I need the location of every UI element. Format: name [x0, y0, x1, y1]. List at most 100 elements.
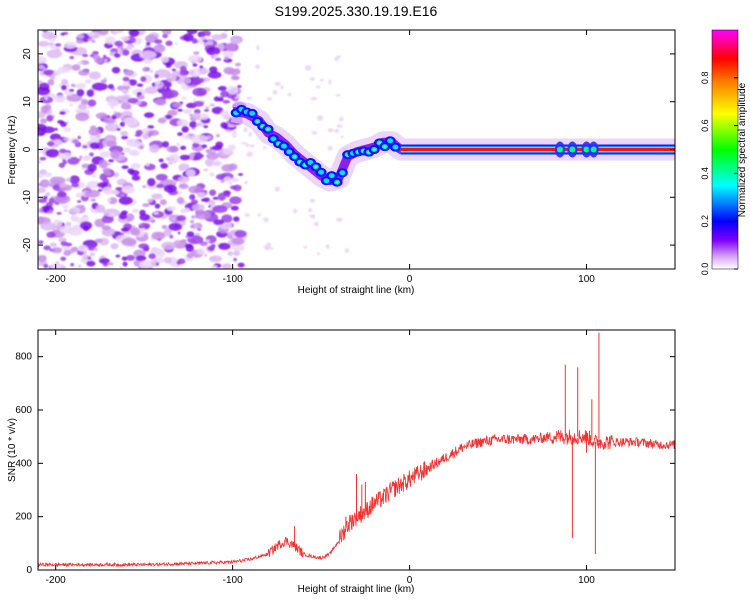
spectrogram-noise-blob: [155, 79, 161, 85]
spectrogram-noise-blob: [235, 62, 241, 67]
spectrogram-x-label: Height of straight line (km): [298, 285, 415, 296]
spectrogram-noise-blob: [274, 186, 281, 192]
spectrogram-noise-blob: [208, 205, 211, 208]
spectrogram-noise-blob: [99, 150, 113, 158]
spectrogram-noise-blob: [46, 49, 63, 59]
spectrogram-noise-blob: [160, 56, 169, 63]
spectrogram-noise-blob: [293, 208, 298, 214]
spectrogram-noise-blob: [227, 144, 236, 151]
spectrogram-noise-blob: [129, 169, 140, 176]
spectrogram-noise-blob: [46, 231, 56, 238]
spectrogram-noise-blob: [231, 130, 238, 134]
spectrogram-noise-blob: [122, 261, 128, 267]
spectrogram-noise-blob: [160, 163, 169, 169]
spectrogram-noise-blob: [48, 197, 56, 204]
spectrogram-noise-blob: [211, 106, 224, 115]
spectrogram-noise-blob: [221, 214, 233, 223]
spectrogram-noise-blob: [171, 68, 176, 72]
spectrogram-noise-blob: [40, 118, 47, 124]
spectrogram-noise-blob: [319, 78, 324, 82]
spectrogram-noise-blob: [153, 44, 166, 53]
spectrogram-noise-blob: [69, 206, 81, 214]
spectrogram-blobs: [38, 30, 350, 269]
spectrogram-noise-blob: [46, 115, 54, 122]
spectrogram-noise-blob: [134, 133, 142, 137]
spectrogram-noise-blob: [213, 54, 219, 59]
spectrogram-noise-blob: [60, 121, 67, 127]
spectrogram-noise-blob: [87, 99, 97, 107]
spectrogram-noise-blob: [76, 82, 86, 89]
spectrogram-noise-blob: [59, 111, 66, 115]
spectrogram-noise-blob: [82, 53, 89, 58]
spectrogram-noise-blob: [146, 41, 151, 46]
spectrogram-noise-blob: [177, 191, 183, 195]
spectrogram-noise-blob: [102, 228, 115, 236]
spectrogram-noise-blob: [230, 37, 242, 45]
spectrogram-noise-blob: [191, 215, 195, 219]
spectrogram-noise-blob: [206, 40, 214, 45]
spectrogram-noise-blob: [76, 34, 85, 39]
spectrogram-noise-blob: [269, 247, 274, 250]
spectrogram-noise-blob: [80, 98, 89, 105]
spectrogram-noise-blob: [98, 258, 110, 264]
spectrogram-noise-blob: [325, 244, 330, 249]
spectrogram-noise-blob: [203, 197, 210, 203]
spectrogram-noise-blob: [213, 219, 225, 226]
spectrogram-noise-blob: [244, 180, 248, 185]
spectrogram-noise-blob: [107, 83, 115, 90]
spectrogram-noise-blob: [103, 117, 116, 124]
spectrogram-noise-blob: [233, 250, 241, 257]
spectrogram-noise-blob: [327, 145, 333, 151]
spectrogram-noise-blob: [142, 67, 149, 72]
spectrogram-noise-blob: [139, 227, 146, 232]
spectrogram-x-ticks: -200 -100 0 100: [46, 30, 595, 285]
spectrogram-ridge-blob: [372, 148, 376, 151]
spectrogram-noise-blob: [126, 254, 136, 261]
spectrogram-noise-blob: [40, 105, 49, 114]
spectrogram-noise-blob: [38, 86, 51, 96]
spectrogram-noise-blob: [166, 145, 179, 153]
spectrogram-noise-blob: [71, 64, 81, 71]
spectrogram-ridge-blob: [392, 144, 399, 150]
spectrogram-noise-blob: [222, 50, 234, 59]
spectrogram-noise-blob: [122, 76, 130, 82]
spectrogram-noise-blob: [204, 239, 211, 243]
spectrogram-noise-blob: [83, 259, 88, 262]
spectrogram-noise-blob: [61, 78, 69, 85]
spectrogram-noise-blob: [110, 149, 120, 159]
spectrogram-noise-blob: [121, 185, 135, 194]
spectrogram-noise-blob: [89, 152, 94, 157]
spectrogram-noise-blob: [200, 30, 211, 37]
spectrogram-noise-blob: [84, 155, 90, 161]
spectrogram-noise-blob: [336, 124, 343, 128]
spectrogram-noise-blob: [113, 30, 124, 34]
spectrogram-noise-blob: [69, 103, 73, 107]
spectrogram-noise-blob: [70, 177, 80, 184]
spectrogram-noise-blob: [309, 198, 316, 203]
spectrogram-noise-blob: [185, 169, 196, 177]
spectrogram-noise-blob: [59, 148, 67, 154]
spectrogram-noise-blob: [237, 85, 242, 88]
spectrogram-noise-blob: [131, 175, 141, 181]
spectrogram-noise-blob: [228, 181, 233, 185]
spectrogram-noise-blob: [339, 116, 344, 122]
spectrogram-ridge-blob: [292, 155, 297, 159]
spectrogram-noise-blob: [78, 69, 90, 76]
spectrogram-noise-blob: [47, 79, 55, 86]
spectrogram-noise-blob: [217, 192, 226, 201]
spectrogram-noise-blob: [230, 75, 240, 81]
spectrogram-noise-blob: [63, 127, 71, 132]
spectrogram-noise-blob: [211, 34, 224, 41]
spectrogram-noise-blob: [151, 210, 164, 219]
spectrogram-noise-blob: [147, 125, 155, 129]
spectrogram-noise-blob: [181, 125, 189, 133]
spectrogram-noise-blob: [336, 217, 343, 222]
spectrogram-noise-blob: [328, 79, 332, 85]
spectrogram-noise-blob: [43, 263, 49, 269]
spectrogram-noise-blob: [107, 198, 112, 203]
spectrogram-ridge-blob: [318, 169, 325, 175]
snr-y-tick-label: 600: [15, 405, 32, 416]
spectrogram-noise-blob: [82, 145, 88, 149]
spectrogram-noise-blob: [182, 134, 191, 139]
